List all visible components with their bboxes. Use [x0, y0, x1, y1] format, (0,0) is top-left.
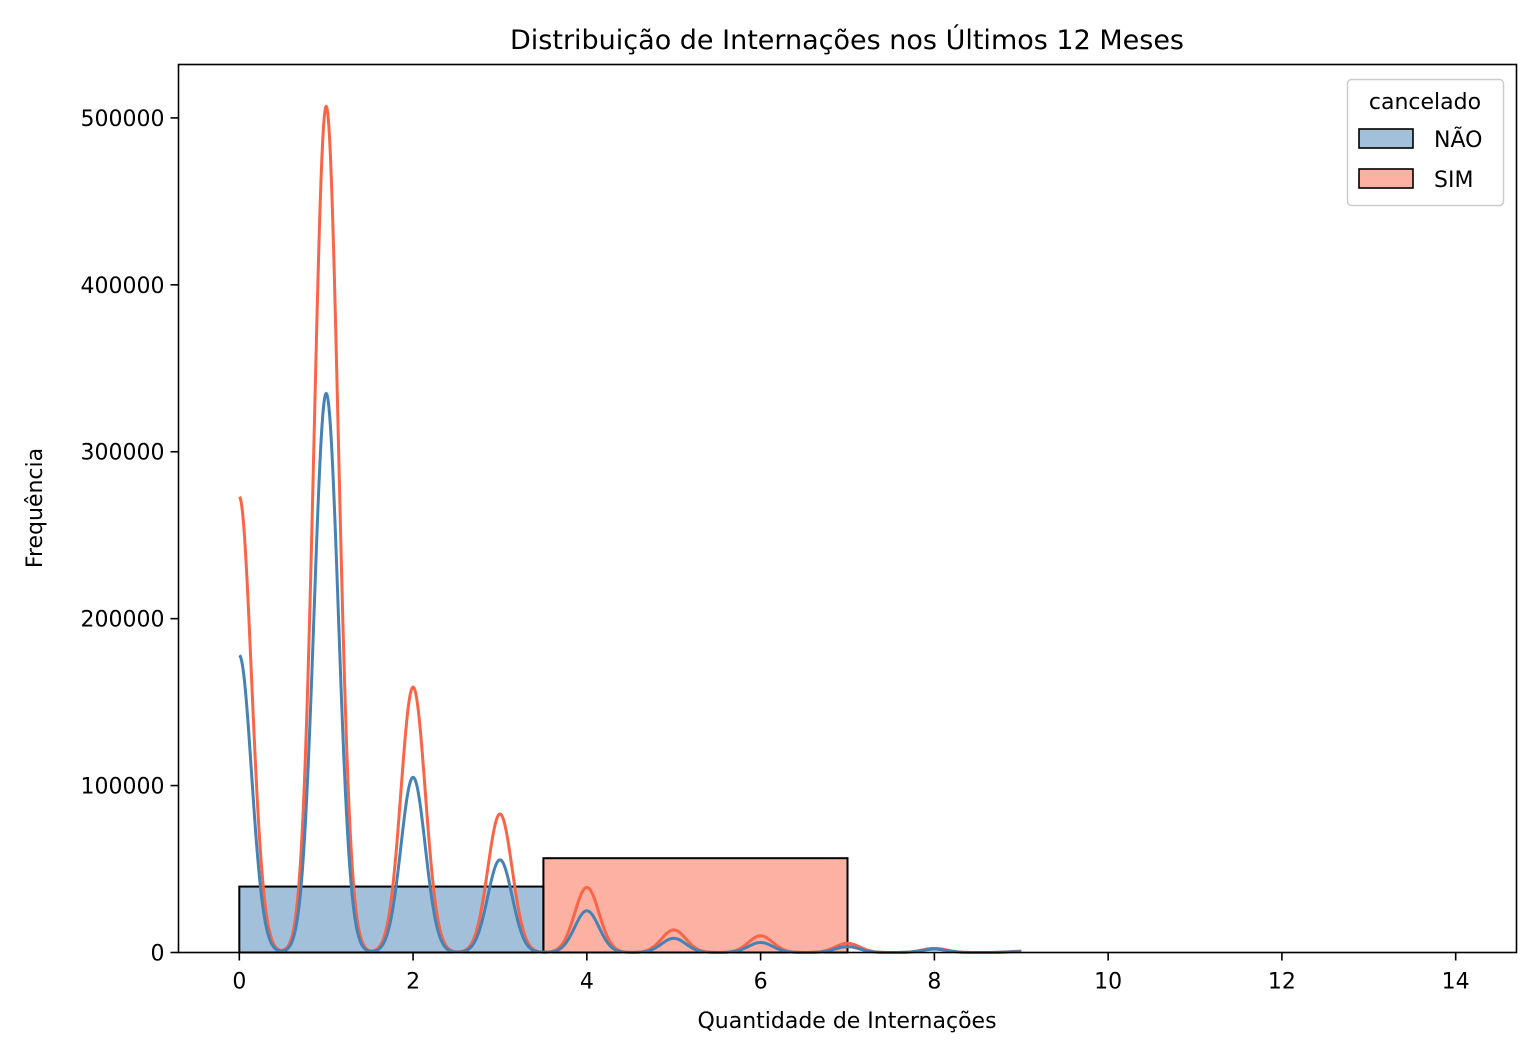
legend-label-nao: NÃO	[1434, 126, 1482, 153]
y-tick-label: 300000	[81, 441, 165, 466]
x-tick-label: 12	[1268, 970, 1296, 995]
x-tick-label: 4	[580, 970, 594, 995]
y-tick-label: 0	[151, 942, 165, 967]
legend-title: cancelado	[1369, 90, 1481, 115]
y-axis-label: Frequência	[23, 448, 48, 568]
bar-sim-0	[542, 857, 849, 954]
y-tick-label: 100000	[81, 775, 165, 800]
legend-swatch-nao	[1358, 128, 1414, 149]
y-tick-label: 200000	[81, 608, 165, 633]
chart-title: Distribuição de Internações nos Últimos …	[510, 24, 1184, 56]
y-tick-label: 400000	[81, 274, 165, 299]
x-axis-label: Quantidade de Internações	[697, 1009, 996, 1034]
plot-frame	[177, 63, 1518, 954]
x-axis-ticks: 0 2 4 6 8 10 12 14	[232, 952, 1470, 995]
y-axis-ticks: 0 100000 200000 300000 400000 500000	[81, 107, 179, 967]
legend-label-sim: SIM	[1434, 168, 1473, 193]
x-tick-label: 6	[754, 970, 768, 995]
x-tick-label: 0	[232, 970, 246, 995]
x-tick-label: 8	[927, 970, 941, 995]
x-tick-label: 14	[1442, 970, 1470, 995]
x-tick-label: 2	[406, 970, 420, 995]
x-tick-label: 10	[1094, 970, 1122, 995]
y-tick-label: 500000	[81, 107, 165, 132]
legend: cancelado NÃO SIM	[1346, 78, 1505, 207]
legend-swatch-sim	[1358, 168, 1414, 189]
